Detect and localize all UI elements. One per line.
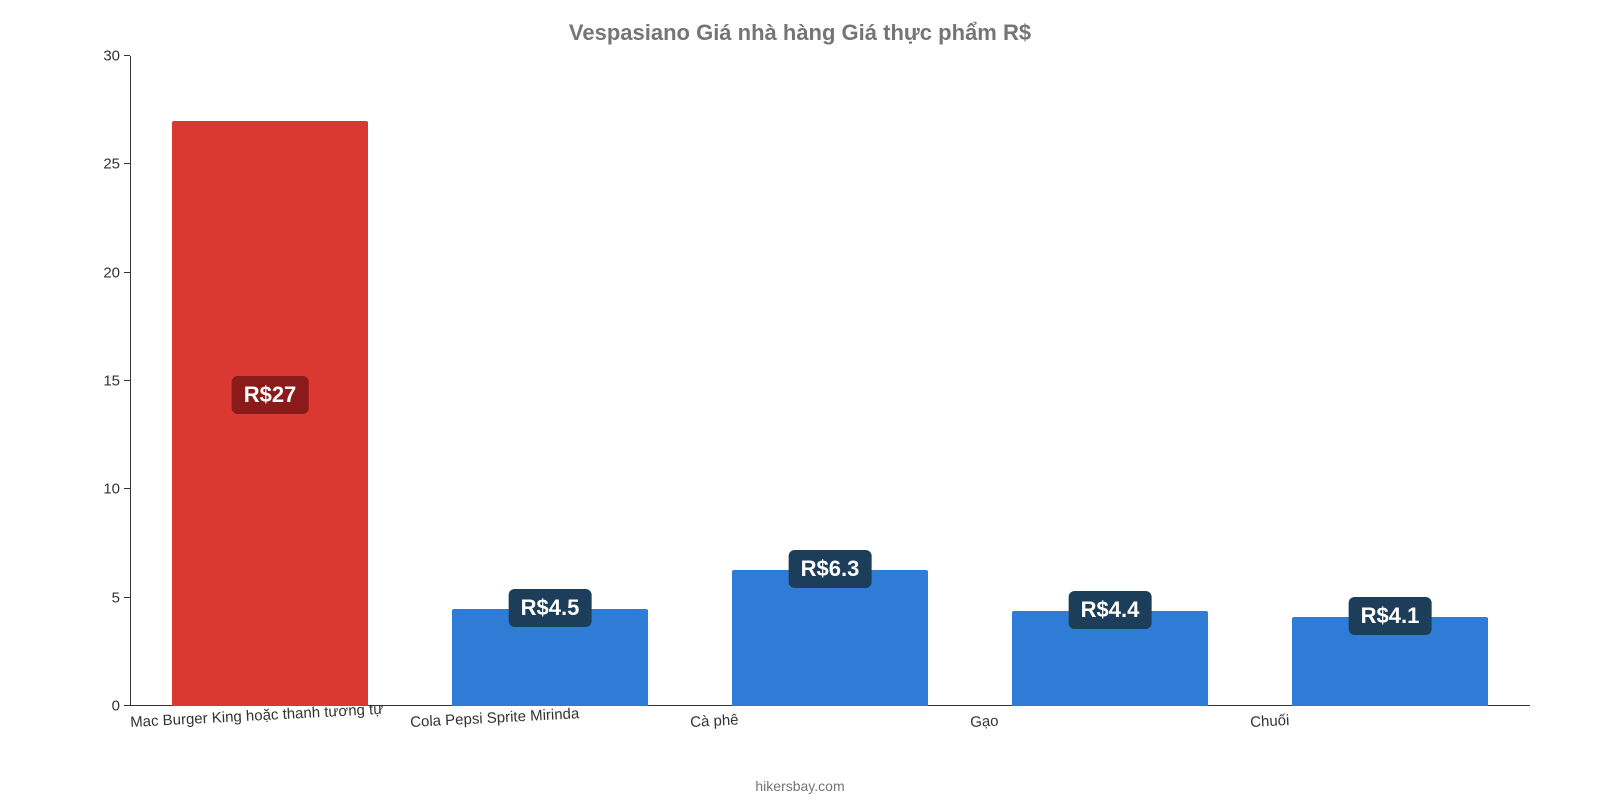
y-tick-label: 20 [80,264,120,281]
y-tick-label: 30 [80,48,120,65]
bar-slot: R$4.5Cola Pepsi Sprite Mirinda [410,56,690,706]
value-badge: R$27 [232,376,309,414]
bar [732,570,928,707]
x-tick-label: Mac Burger King hoặc thanh tương tự [129,693,383,731]
bar-slot: R$4.1Chuối [1250,56,1530,706]
value-badge: R$4.1 [1349,597,1432,635]
bar [172,121,368,706]
value-badge: R$4.5 [509,589,592,627]
value-badge: R$6.3 [789,550,872,588]
plot-area: 051015202530 R$27Mac Burger King hoặc th… [130,56,1530,706]
chart-title: Vespasiano Giá nhà hàng Giá thực phẩm R$ [30,20,1570,46]
x-tick-label: Gạo [969,705,999,731]
chart-footer: hikersbay.com [0,778,1600,794]
bar-chart: Vespasiano Giá nhà hàng Giá thực phẩm R$… [0,0,1600,800]
x-tick-label: Cola Pepsi Sprite Mirinda [409,697,579,731]
y-tick-label: 10 [80,481,120,498]
x-tick-label: Cà phê [689,703,739,730]
value-badge: R$4.4 [1069,591,1152,629]
bars-container: R$27Mac Burger King hoặc thanh tương tựR… [130,56,1530,706]
y-tick-label: 25 [80,156,120,173]
y-tick-label: 0 [80,698,120,715]
bar-slot: R$27Mac Burger King hoặc thanh tương tự [130,56,410,706]
y-tick-label: 15 [80,373,120,390]
y-tick-label: 5 [80,589,120,606]
bar-slot: R$4.4Gạo [970,56,1250,706]
y-axis: 051015202530 [90,56,130,706]
x-tick-label: Chuối [1249,704,1289,731]
bar-slot: R$6.3Cà phê [690,56,970,706]
